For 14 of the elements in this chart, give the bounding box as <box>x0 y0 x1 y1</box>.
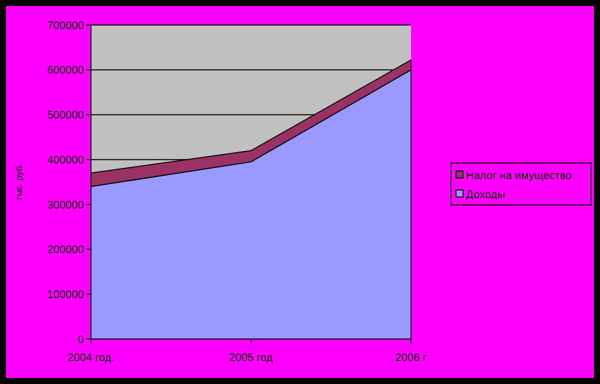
y-axis-title: тыс. руб. <box>14 163 24 201</box>
y-tick-label: 100000 <box>47 288 84 301</box>
y-tick-label: 200000 <box>47 244 84 256</box>
x-tick-label: 2005 год <box>229 352 274 364</box>
y-tick-label: 300000 <box>47 199 84 212</box>
x-tick-label: 2006 г <box>395 352 427 364</box>
y-tick-label: 700000 <box>47 20 84 32</box>
y-tick-label: 0 <box>78 334 84 346</box>
y-tick-label: 500000 <box>47 110 84 122</box>
y-tick-label: 600000 <box>47 64 84 77</box>
x-tick-label: 2004 год. <box>68 352 114 364</box>
legend-label: Налог на имущество <box>466 170 572 182</box>
y-tick-label: 400000 <box>47 154 84 166</box>
legend-label: Доходы <box>466 188 506 201</box>
